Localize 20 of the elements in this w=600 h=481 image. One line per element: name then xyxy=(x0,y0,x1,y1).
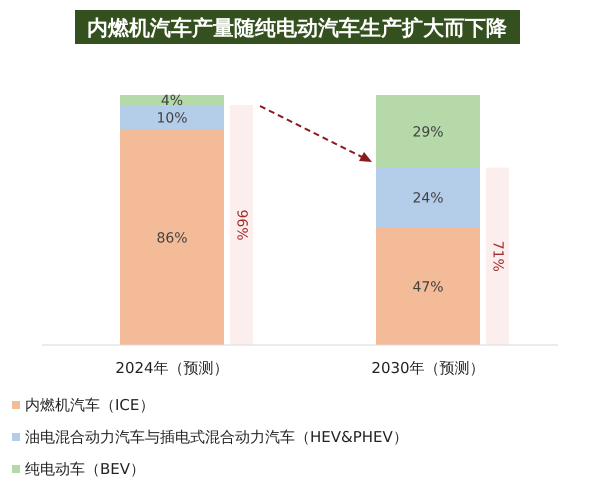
bar xyxy=(376,228,480,345)
bar xyxy=(120,105,224,130)
legend-label: 内燃机汽车（ICE） xyxy=(25,396,154,414)
bar xyxy=(376,95,480,168)
data-label: 86% xyxy=(156,230,188,246)
bar xyxy=(376,168,480,228)
data-label: 24% xyxy=(412,190,444,206)
bar xyxy=(120,95,224,105)
legend-label: 纯电动车（BEV） xyxy=(25,460,146,478)
data-label: 29% xyxy=(412,124,444,140)
x-tick-label: 2024年（预测） xyxy=(115,359,229,377)
data-label: 4% xyxy=(160,93,184,109)
data-label: 10% xyxy=(156,110,188,126)
data-label: 96% xyxy=(234,209,250,241)
data-label: 71% xyxy=(490,240,506,272)
bar xyxy=(120,130,224,345)
data-label: 47% xyxy=(412,279,444,296)
chart-title: 内燃机汽车产量随纯电动汽车生产扩大而下降 xyxy=(87,16,508,40)
x-tick-label: 2030年（预测） xyxy=(371,359,485,377)
legend-label: 油电混合动力汽车与插电式混合动力汽车（HEV&PHEV） xyxy=(25,428,408,446)
